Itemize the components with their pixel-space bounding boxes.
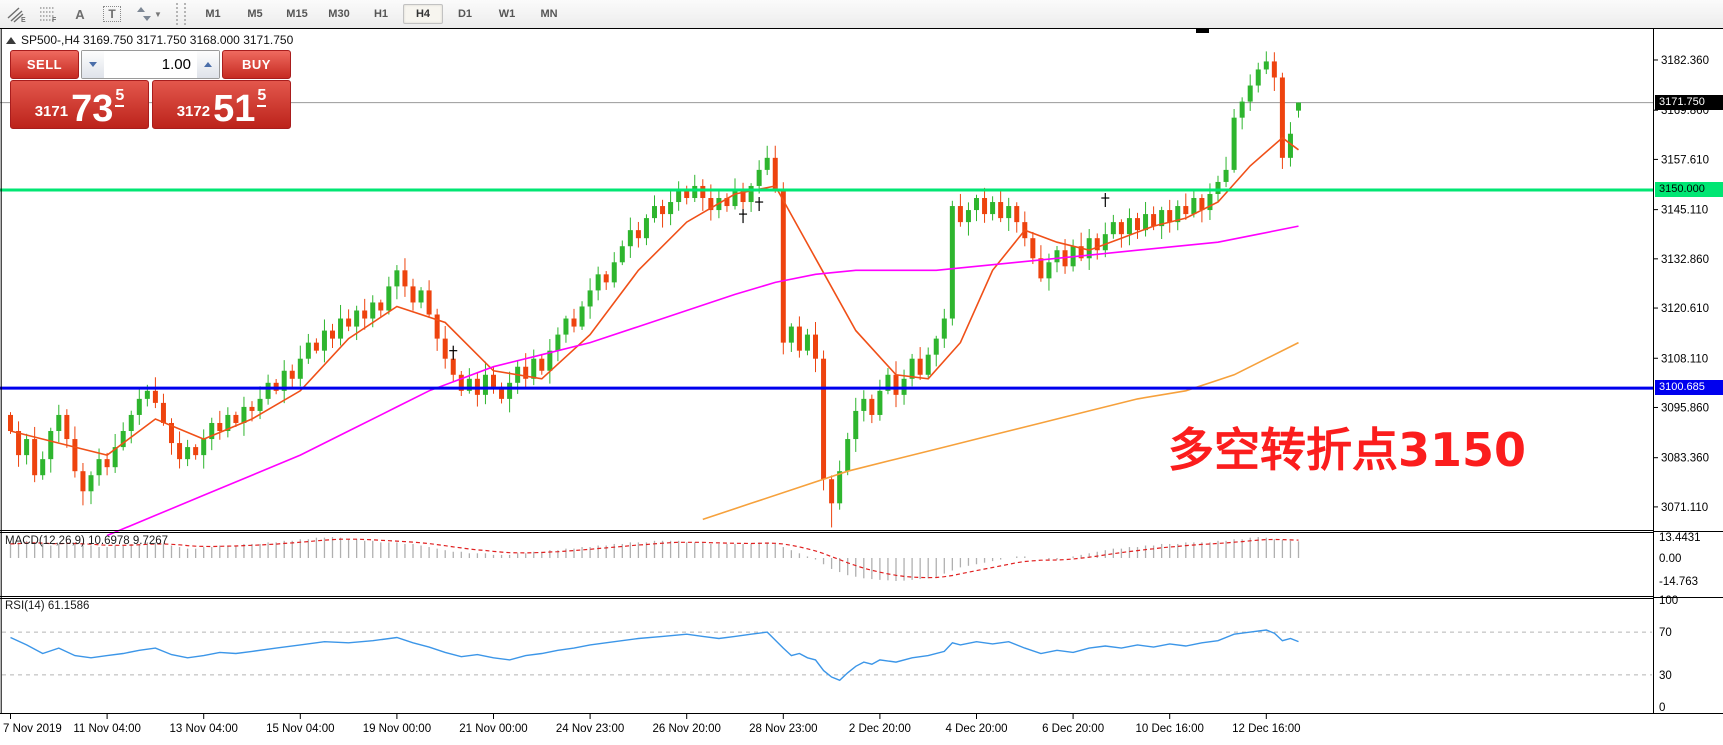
bid-quote-button[interactable]: 3171 73 5	[10, 80, 149, 129]
bid-pips: 73	[71, 87, 114, 130]
chart-title-text: SP500-,H4 3169.750 3171.750 3168.000 317…	[21, 33, 294, 47]
svg-text:6 Dec 20:00: 6 Dec 20:00	[1042, 723, 1104, 735]
macd-panel	[9, 537, 1300, 581]
triangle-down-icon	[89, 62, 97, 67]
timeframe-button-h1[interactable]: H1	[373, 8, 389, 20]
letter-a-glyph: A	[75, 6, 85, 22]
chart-title: SP500-,H4 3169.750 3171.750 3168.000 317…	[6, 33, 293, 47]
chart-annotation-text: 多空转折点3150	[1168, 423, 1527, 477]
timeframe-button-d1[interactable]: D1	[457, 8, 473, 20]
sell-button[interactable]: SELL	[10, 50, 79, 79]
panel-frame	[0, 28, 1723, 714]
rsi-panel	[2, 629, 1652, 682]
svg-text:3157.610: 3157.610	[1661, 154, 1709, 166]
svg-text:3083.360: 3083.360	[1661, 453, 1709, 465]
text-label-tool-button[interactable]: A	[65, 1, 95, 27]
toolbar: E F A T ▼ M1 M5 M15 M30 H1 H4 D1 W1 MN	[0, 0, 1723, 29]
moving-average-lines	[10, 136, 1299, 537]
text-box-tool-button[interactable]: T	[97, 1, 127, 27]
timeframe-button-group: M1 M5 M15 M30 H1 H4 D1 W1 MN	[192, 4, 570, 24]
triangle-up-icon	[204, 62, 212, 67]
letter-t-glyph: T	[103, 6, 121, 22]
time-axis: 7 Nov 2019 11 Nov 04:00 13 Nov 04:00 15 Nov…	[3, 714, 1301, 735]
fast-ma-line	[10, 136, 1299, 456]
rsi-indicator-label: RSI(14) 61.1586	[5, 600, 90, 612]
equidistant-channel-tool-button[interactable]: E	[1, 1, 31, 27]
timeframe-button-m30[interactable]: M30	[328, 8, 350, 20]
svg-text:3145.110: 3145.110	[1661, 205, 1708, 217]
timeframe-button-m5[interactable]: M5	[247, 8, 263, 20]
ask-pips: 51	[213, 87, 256, 130]
svg-text:100: 100	[1659, 595, 1678, 607]
svg-text:21 Nov 00:00: 21 Nov 00:00	[459, 723, 527, 735]
svg-text:3108.110: 3108.110	[1661, 353, 1708, 365]
current-price-tag: 3171.750	[1655, 95, 1723, 110]
svg-text:2 Dec 20:00: 2 Dec 20:00	[849, 723, 911, 735]
dropdown-caret-icon: ▼	[154, 9, 162, 19]
svg-text:26 Nov 20:00: 26 Nov 20:00	[652, 723, 720, 735]
svg-text:30: 30	[1659, 670, 1672, 682]
svg-text:19 Nov 00:00: 19 Nov 00:00	[363, 723, 431, 735]
svg-text:13 Nov 04:00: 13 Nov 04:00	[169, 723, 237, 735]
svg-text:13.4431: 13.4431	[1659, 532, 1701, 544]
volume-spinner	[81, 50, 220, 79]
svg-text:12 Dec 16:00: 12 Dec 16:00	[1232, 723, 1300, 735]
horizontal-level-lines	[0, 188, 1653, 390]
ask-big-figure: 3172	[176, 103, 211, 120]
timeframe-button-m15[interactable]: M15	[286, 8, 308, 20]
timeframe-button-m1[interactable]: M1	[205, 8, 221, 20]
svg-text:0: 0	[1659, 702, 1665, 714]
green-level-price-tag: 3150.000	[1655, 182, 1723, 197]
svg-text:7 Nov 2019: 7 Nov 2019	[3, 723, 62, 735]
svg-text:3120.610: 3120.610	[1661, 303, 1709, 315]
svg-text:10 Dec 16:00: 10 Dec 16:00	[1135, 723, 1203, 735]
mid-ma-line	[106, 225, 1299, 537]
arrows-icon	[137, 7, 152, 21]
bid-big-figure: 3171	[34, 103, 69, 120]
timeframe-button-mn[interactable]: MN	[540, 8, 558, 20]
chart-cross-markers	[449, 193, 1110, 360]
svg-text:70: 70	[1659, 627, 1672, 639]
svg-text:F: F	[52, 17, 57, 23]
slow-ma-line	[702, 341, 1299, 521]
volume-increase-button[interactable]	[197, 51, 219, 78]
svg-text:4 Dec 20:00: 4 Dec 20:00	[945, 723, 1007, 735]
svg-text:3071.110: 3071.110	[1661, 502, 1708, 514]
candlestick-series	[8, 51, 1301, 528]
arrows-tool-button[interactable]: ▼	[129, 1, 169, 27]
svg-text:0.00: 0.00	[1659, 553, 1681, 565]
ask-fraction: 5	[257, 87, 267, 107]
scroll-position-marker[interactable]	[1196, 29, 1209, 33]
collapse-triangle-icon[interactable]	[6, 36, 16, 44]
timeframe-button-h4[interactable]: H4	[403, 4, 443, 24]
svg-text:28 Nov 23:00: 28 Nov 23:00	[749, 723, 817, 735]
volume-decrease-button[interactable]	[82, 51, 104, 78]
blue-level-price-tag: 3100.685	[1655, 380, 1723, 395]
one-click-trade-panel: SELL BUY 3171 73 5 3172 51 5	[10, 50, 291, 129]
svg-text:15 Nov 04:00: 15 Nov 04:00	[266, 723, 334, 735]
ask-quote-button[interactable]: 3172 51 5	[152, 80, 291, 129]
svg-text:3132.860: 3132.860	[1661, 254, 1709, 266]
buy-button[interactable]: BUY	[222, 50, 291, 79]
fibonacci-grid-tool-button[interactable]: F	[33, 1, 63, 27]
svg-text:11 Nov 04:00: 11 Nov 04:00	[73, 723, 141, 735]
macd-indicator-label: MACD(12,26,9) 10.6978 9.7267	[5, 535, 169, 547]
svg-text:24 Nov 23:00: 24 Nov 23:00	[556, 723, 624, 735]
svg-text:E: E	[21, 17, 26, 23]
chart-canvas[interactable]: 3182.3603169.8603157.6103145.1103132.860…	[0, 28, 1723, 745]
svg-text:-14.763: -14.763	[1659, 576, 1698, 588]
svg-text:3182.360: 3182.360	[1661, 55, 1709, 67]
timeframe-button-w1[interactable]: W1	[498, 8, 516, 20]
toolbar-separator	[176, 3, 186, 25]
bid-fraction: 5	[115, 87, 125, 107]
volume-input[interactable]	[104, 51, 197, 78]
price-scale: 3182.3603169.8603157.6103145.1103132.860…	[1653, 55, 1709, 714]
svg-text:3095.860: 3095.860	[1661, 402, 1709, 414]
